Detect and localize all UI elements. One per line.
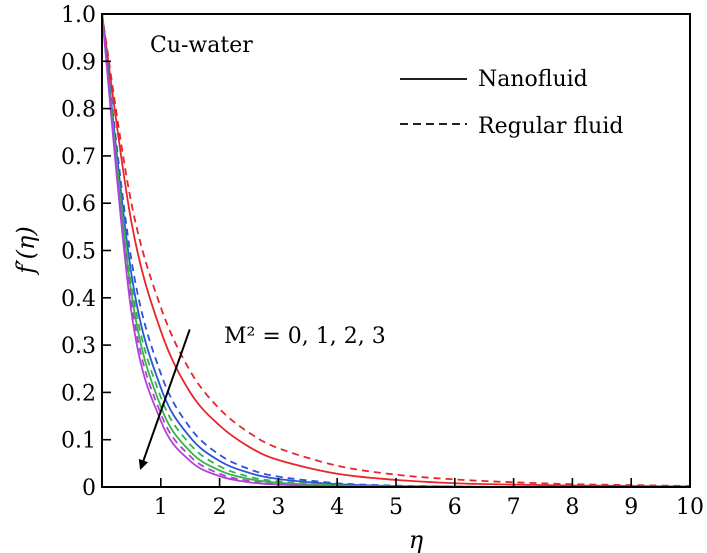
y-tick-label: 0.4	[61, 287, 96, 312]
plot-frame	[101, 13, 691, 488]
annotation: M² = 0, 1, 2, 3	[138, 324, 386, 470]
y-tick-label: 0.8	[61, 98, 96, 123]
annotation-arrow	[138, 329, 191, 470]
series-line-m2-3-nanofluid	[102, 14, 690, 487]
legend: Nanofluid Regular fluid	[400, 67, 623, 139]
x-tick-label: 2	[213, 495, 227, 520]
x-tick-label: 5	[389, 495, 403, 520]
x-tick-label: 10	[676, 495, 704, 520]
x-axis-title: η	[409, 526, 424, 553]
legend-label-nanofluid: Nanofluid	[478, 67, 588, 92]
x-tick-label: 9	[624, 495, 638, 520]
x-tick-label: 1	[154, 495, 168, 520]
y-tick-label: 1.0	[61, 3, 96, 28]
x-tick-label: 8	[565, 495, 579, 520]
x-tick-label: 3	[271, 495, 285, 520]
series-line-m2-1-regular-fluid	[102, 14, 690, 487]
y-tick-label: 0.5	[61, 240, 96, 265]
y-axis-title: f′(η)	[12, 226, 40, 275]
y-tick-label: 0.2	[61, 381, 96, 406]
series-line-m2-2-regular-fluid	[102, 14, 690, 487]
x-tick-label: 7	[507, 495, 521, 520]
y-tick-label: 0.6	[61, 192, 96, 217]
x-tick-label: 4	[330, 495, 344, 520]
panel-label: Cu-water	[150, 33, 253, 58]
ticks-layer: 1 2 3 4 5 6 7 8 9 10 0 0.1 0.2 0.3 0.4 0.5 0.6 0.7 0.8 0.9 1…	[61, 3, 704, 520]
series-line-m2-2-nanofluid	[102, 14, 690, 487]
series-line-m2-1-nanofluid	[102, 14, 690, 487]
y-tick-label: 0	[82, 476, 96, 501]
legend-label-regular-fluid: Regular fluid	[478, 114, 623, 139]
annotation-label: M² = 0, 1, 2, 3	[224, 324, 386, 349]
y-tick-label: 0.9	[61, 50, 96, 75]
y-tick-label: 0.1	[61, 429, 96, 454]
y-tick-label: 0.7	[61, 145, 96, 170]
y-tick-label: 0.3	[61, 334, 96, 359]
x-tick-label: 6	[448, 495, 462, 520]
series-layer	[102, 14, 690, 487]
series-line-m2-0-nanofluid	[102, 14, 690, 487]
series-line-m2-3-regular-fluid	[102, 14, 690, 487]
series-line-m2-0-regular-fluid	[102, 14, 690, 487]
